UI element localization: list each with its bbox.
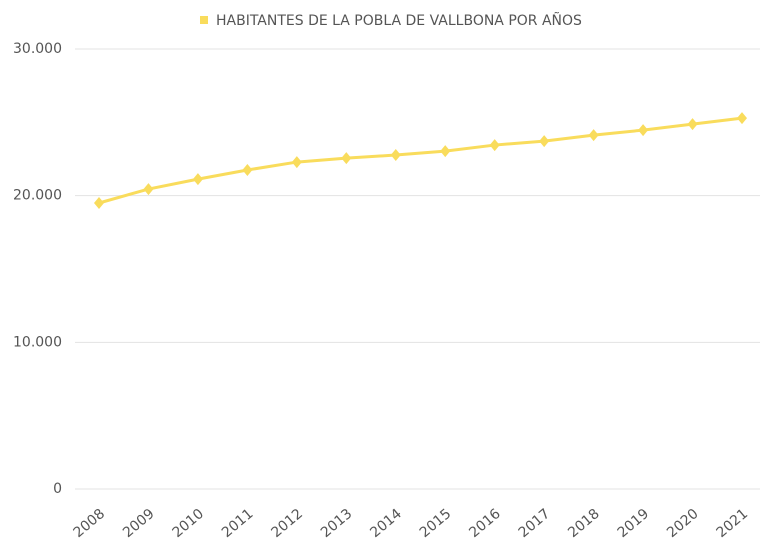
point-marker [638, 124, 649, 137]
y-tick-label: 20.000 [13, 188, 62, 204]
x-tick-label: 2013 [318, 506, 356, 540]
x-tick-label: 2010 [169, 506, 207, 540]
point-marker [539, 135, 550, 148]
point-marker [440, 145, 451, 158]
y-tick-label: 0 [53, 481, 62, 497]
y-tick-label: 30.000 [13, 41, 62, 57]
x-tick-label: 2018 [565, 506, 603, 540]
x-tick-label: 2017 [516, 506, 554, 540]
point-marker [588, 129, 599, 142]
x-tick-label: 2016 [466, 506, 504, 540]
x-tick-label: 2008 [71, 506, 109, 540]
point-marker [687, 118, 698, 131]
point-marker [737, 112, 747, 125]
x-tick-label: 2015 [417, 506, 455, 540]
legend-label: HABITANTES DE LA POBLA DE VALLBONA POR A… [216, 12, 582, 29]
y-tick-label: 10.000 [13, 334, 62, 350]
x-tick-label: 2012 [268, 506, 306, 540]
x-tick-label: 2019 [615, 506, 653, 540]
x-tick-label: 2014 [367, 506, 405, 540]
x-tick-label: 2021 [714, 506, 752, 540]
x-tick-label: 2011 [219, 506, 257, 540]
point-marker [94, 197, 104, 209]
point-marker [489, 139, 500, 152]
x-tick-label: 2009 [120, 506, 158, 540]
legend-swatch [200, 16, 208, 24]
point-marker [143, 183, 154, 196]
point-marker [192, 173, 203, 186]
point-marker [291, 156, 302, 169]
point-marker [242, 164, 253, 176]
x-tick-label: 2020 [664, 506, 702, 540]
point-marker [390, 149, 401, 162]
series-line [98, 116, 743, 205]
point-marker [341, 152, 352, 165]
